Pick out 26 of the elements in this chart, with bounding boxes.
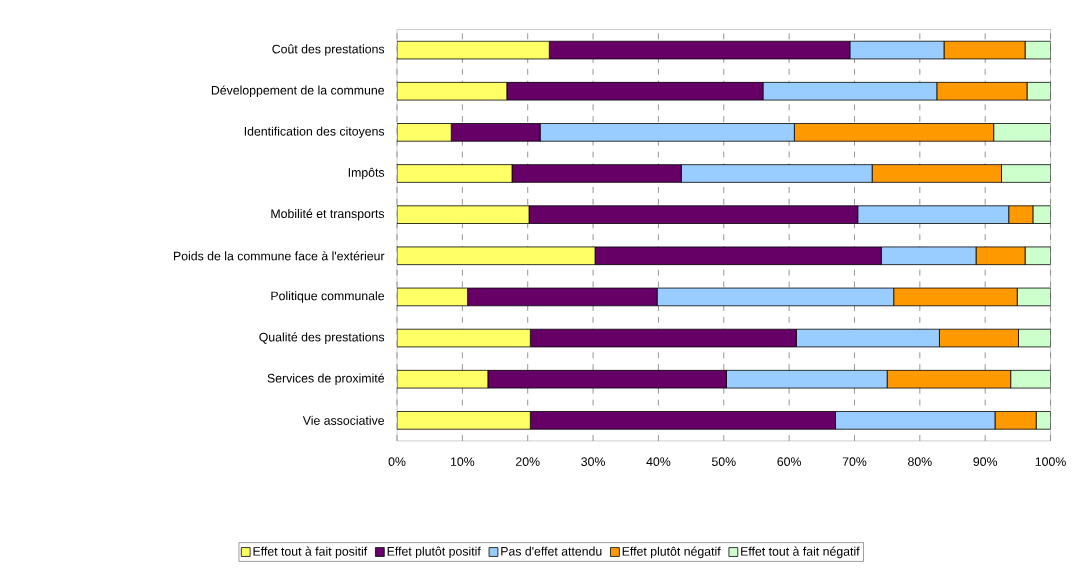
- x-tick-label: 50%: [711, 457, 736, 467]
- x-tick-label: 20%: [516, 457, 540, 467]
- legend-label: Effet plutôt positif: [387, 546, 481, 559]
- x-tick-label: 100%: [1035, 457, 1066, 467]
- x-tick-label: 70%: [842, 457, 867, 467]
- x-tick-label: 80%: [908, 457, 932, 467]
- y-tick-label: Vie associative: [302, 415, 385, 425]
- x-tick-label: 30%: [581, 457, 605, 467]
- y-tick-label: Mobilité et transports: [271, 208, 385, 221]
- legend-label: Effet plutôt négatif: [622, 546, 721, 559]
- y-tick-label: Coût des prestations: [272, 44, 385, 56]
- y-tick-label: Politique communale: [271, 291, 385, 303]
- x-tick-label: 0%: [388, 457, 406, 467]
- legend-label: Effet tout à fait positif: [253, 546, 368, 559]
- legend-label: Effet tout à fait négatif: [741, 546, 860, 559]
- y-tick-label: Identification des citoyens: [244, 126, 385, 139]
- legend-label: Pas d'effet attendu: [501, 546, 602, 556]
- y-tick-label: Services de proximité: [267, 373, 385, 386]
- x-tick-label: 90%: [973, 457, 998, 467]
- y-tick-label: Développement de la commune: [211, 85, 384, 98]
- y-tick-label: Impôts: [348, 167, 385, 180]
- y-tick-label: Qualité des prestations: [259, 332, 385, 344]
- x-tick-label: 60%: [777, 457, 801, 467]
- x-tick-label: 10%: [450, 457, 475, 467]
- x-tick-label: 40%: [646, 457, 671, 467]
- y-tick-label: Poids de la commune face à l'extérieur: [174, 251, 385, 261]
